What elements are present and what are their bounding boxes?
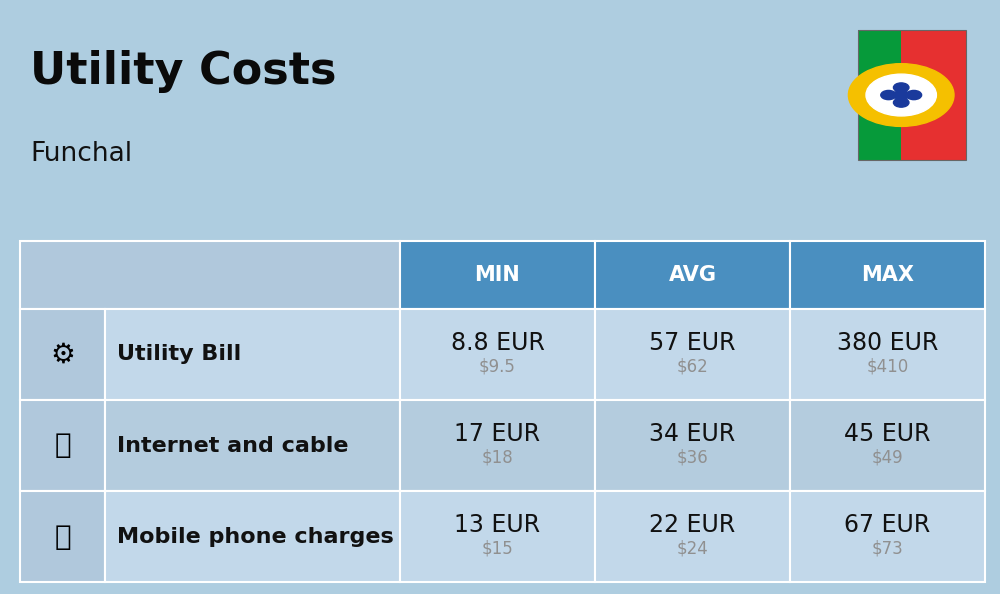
FancyBboxPatch shape <box>595 241 790 309</box>
FancyBboxPatch shape <box>901 30 966 160</box>
Text: $62: $62 <box>677 357 708 375</box>
Text: ⚙: ⚙ <box>50 340 75 368</box>
Circle shape <box>893 83 909 92</box>
Text: 22 EUR: 22 EUR <box>649 513 736 537</box>
Text: Funchal: Funchal <box>30 141 132 168</box>
Text: 57 EUR: 57 EUR <box>649 331 736 355</box>
Circle shape <box>881 90 896 100</box>
Text: 45 EUR: 45 EUR <box>844 422 931 446</box>
FancyBboxPatch shape <box>400 400 595 491</box>
Text: AVG: AVG <box>668 265 716 285</box>
Text: 8.8 EUR: 8.8 EUR <box>451 331 544 355</box>
FancyBboxPatch shape <box>790 400 985 491</box>
Text: $73: $73 <box>872 539 903 557</box>
Circle shape <box>906 90 922 100</box>
FancyBboxPatch shape <box>20 309 105 400</box>
Text: $36: $36 <box>677 448 708 466</box>
Text: 17 EUR: 17 EUR <box>454 422 541 446</box>
FancyBboxPatch shape <box>595 309 790 400</box>
FancyBboxPatch shape <box>858 30 901 160</box>
FancyBboxPatch shape <box>400 241 595 309</box>
Text: MIN: MIN <box>475 265 520 285</box>
FancyBboxPatch shape <box>105 400 400 491</box>
Text: Utility Costs: Utility Costs <box>30 50 336 93</box>
FancyBboxPatch shape <box>20 400 105 491</box>
FancyBboxPatch shape <box>105 309 400 400</box>
Text: 380 EUR: 380 EUR <box>837 331 938 355</box>
Text: $49: $49 <box>872 448 903 466</box>
Circle shape <box>848 64 954 127</box>
Circle shape <box>893 98 909 107</box>
Text: 📱: 📱 <box>54 523 71 551</box>
Text: Internet and cable: Internet and cable <box>117 435 349 456</box>
Text: 13 EUR: 13 EUR <box>454 513 541 537</box>
Text: $24: $24 <box>677 539 708 557</box>
Text: 34 EUR: 34 EUR <box>649 422 736 446</box>
Text: 67 EUR: 67 EUR <box>844 513 931 537</box>
Text: $9.5: $9.5 <box>479 357 516 375</box>
Text: $18: $18 <box>482 448 513 466</box>
FancyBboxPatch shape <box>595 400 790 491</box>
FancyBboxPatch shape <box>400 491 595 582</box>
Text: $15: $15 <box>482 539 513 557</box>
FancyBboxPatch shape <box>105 491 400 582</box>
FancyBboxPatch shape <box>790 309 985 400</box>
FancyBboxPatch shape <box>20 241 400 309</box>
Text: Mobile phone charges: Mobile phone charges <box>117 526 394 546</box>
Text: $410: $410 <box>866 357 909 375</box>
Circle shape <box>866 74 936 116</box>
FancyBboxPatch shape <box>400 309 595 400</box>
FancyBboxPatch shape <box>20 491 105 582</box>
Text: Utility Bill: Utility Bill <box>117 345 241 365</box>
Text: 📶: 📶 <box>54 431 71 460</box>
FancyBboxPatch shape <box>790 241 985 309</box>
Text: MAX: MAX <box>861 265 914 285</box>
FancyBboxPatch shape <box>595 491 790 582</box>
Circle shape <box>893 90 909 100</box>
FancyBboxPatch shape <box>790 491 985 582</box>
